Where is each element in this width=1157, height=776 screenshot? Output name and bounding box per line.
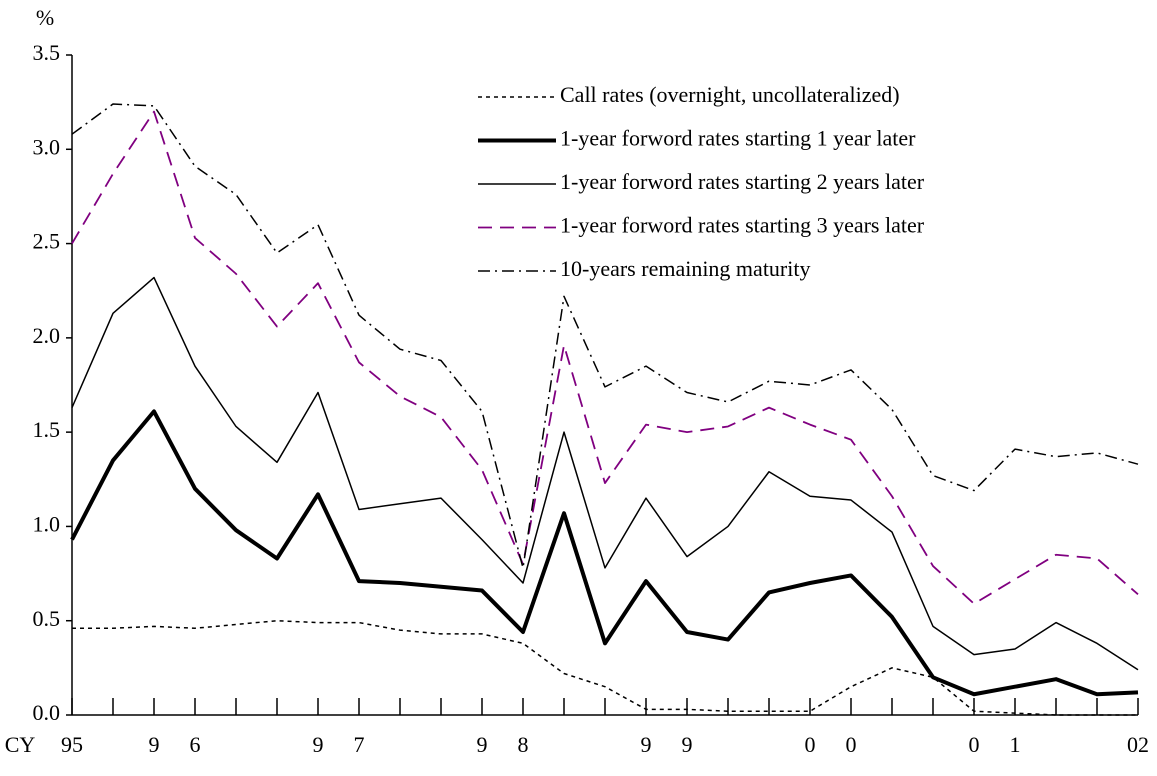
x-tick-label: 0 bbox=[805, 732, 816, 757]
x-tick-label: 0 bbox=[846, 732, 857, 757]
legend-label: Call rates (overnight, uncollateralized) bbox=[560, 82, 900, 107]
x-tick-label: 7 bbox=[354, 732, 365, 757]
x-tick-label: 1 bbox=[1010, 732, 1021, 757]
x-tick-label: 9 bbox=[477, 732, 488, 757]
x-tick-label: 9 bbox=[682, 732, 693, 757]
series-line bbox=[70, 409, 1139, 697]
x-tick-label: 95 bbox=[61, 732, 83, 757]
y-tick-label: 1.0 bbox=[33, 511, 61, 536]
x-tick-label: 9 bbox=[641, 732, 652, 757]
y-tick-label: 3.5 bbox=[33, 40, 61, 65]
x-tick-label: 0 bbox=[969, 732, 980, 757]
y-tick-label: 2.0 bbox=[33, 323, 61, 348]
legend-label: 1-year forword rates starting 3 years la… bbox=[560, 213, 925, 238]
y-tick-label: 0.5 bbox=[33, 606, 61, 631]
series-line bbox=[71, 103, 1139, 569]
y-tick-label: 0.0 bbox=[33, 700, 61, 725]
y-tick-label: 2.5 bbox=[33, 229, 61, 254]
y-tick-label: 3.0 bbox=[33, 134, 61, 159]
series-line bbox=[72, 619, 1138, 716]
x-axis-label: CY bbox=[5, 732, 36, 757]
x-tick-label: 9 bbox=[149, 732, 160, 757]
x-tick-label: 9 bbox=[313, 732, 324, 757]
series-line bbox=[71, 276, 1139, 671]
y-tick-label: 1.5 bbox=[33, 417, 61, 442]
x-tick-label: 6 bbox=[190, 732, 201, 757]
legend-label: 1-year forword rates starting 1 year lat… bbox=[560, 126, 916, 151]
legend-label: 10-years remaining maturity bbox=[560, 256, 810, 281]
y-axis-label: % bbox=[36, 5, 54, 30]
series-line bbox=[71, 110, 1139, 605]
x-tick-label: 02 bbox=[1127, 732, 1149, 757]
x-tick-label: 8 bbox=[518, 732, 529, 757]
legend-label: 1-year forword rates starting 2 years la… bbox=[560, 169, 925, 194]
